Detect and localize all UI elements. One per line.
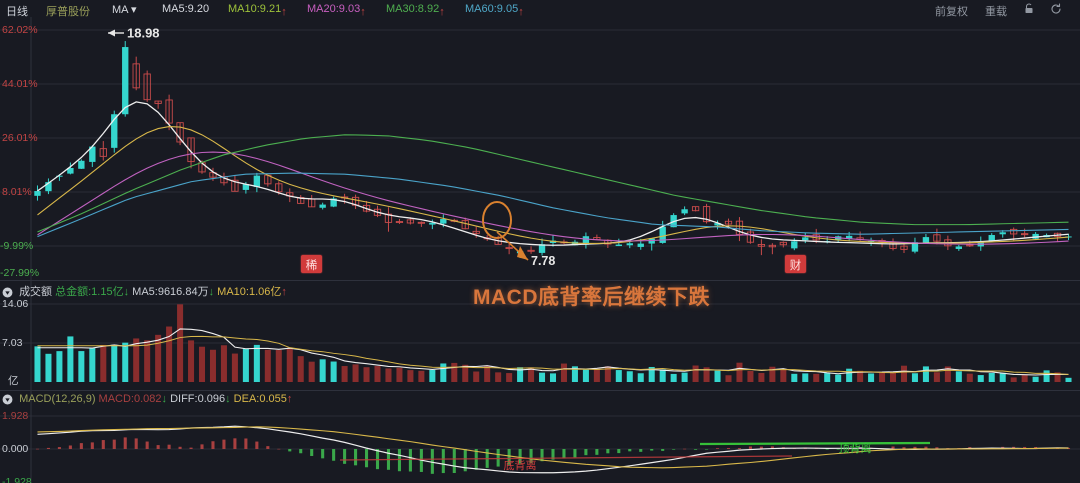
svg-text:稀: 稀 <box>306 259 318 272</box>
svg-text:顶背离: 顶背离 <box>839 441 872 455</box>
svg-text:财: 财 <box>790 258 802 272</box>
svg-text:底背离: 底背离 <box>504 458 537 472</box>
svg-text:18.98: 18.98 <box>127 26 160 41</box>
svg-text:7.78: 7.78 <box>531 254 555 268</box>
